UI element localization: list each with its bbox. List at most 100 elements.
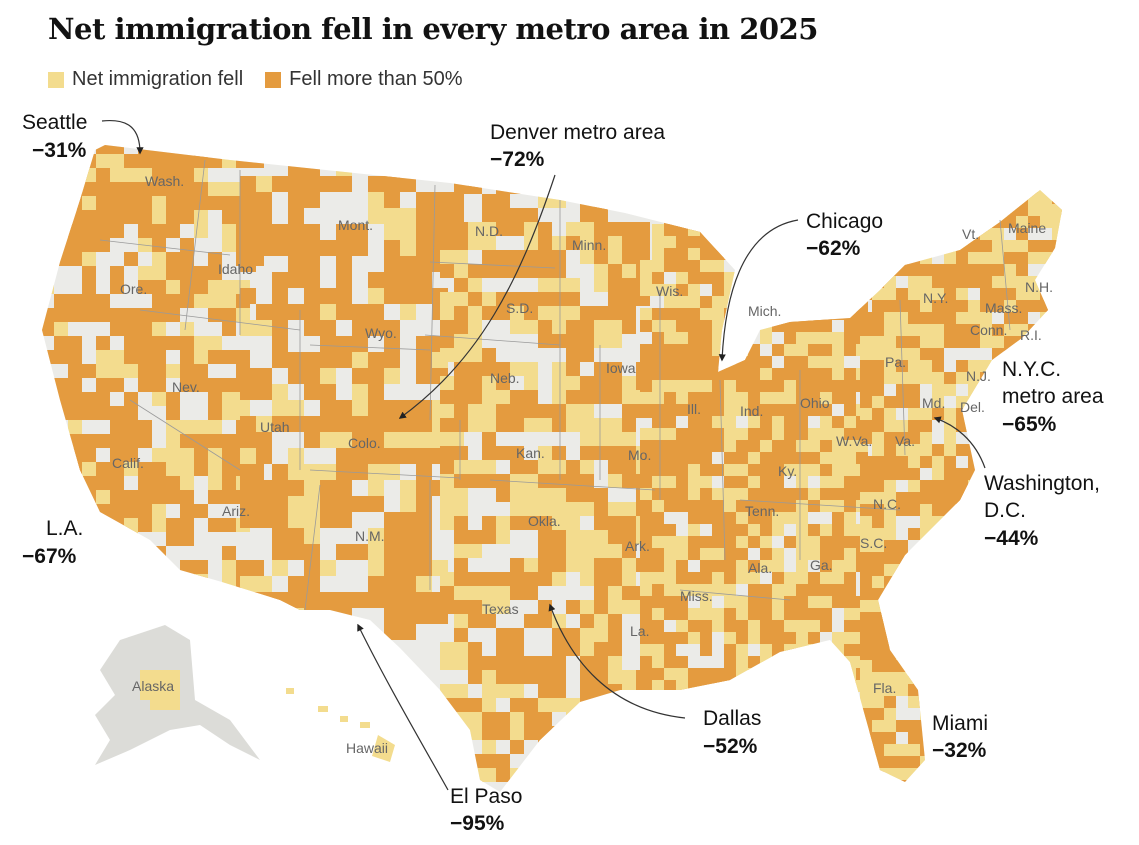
county-patch bbox=[932, 528, 944, 552]
county-patch bbox=[980, 672, 1004, 696]
county-patch bbox=[920, 312, 944, 324]
county-patch bbox=[724, 584, 736, 596]
county-patch bbox=[496, 684, 510, 698]
county-patch bbox=[808, 692, 832, 704]
county-patch bbox=[82, 588, 96, 616]
callout-el-paso-value: −95% bbox=[450, 812, 505, 835]
county-patch bbox=[760, 356, 772, 368]
county-patch bbox=[538, 488, 566, 502]
county-patch bbox=[524, 614, 552, 628]
hawaii-island bbox=[360, 722, 370, 728]
county-patch bbox=[1028, 780, 1052, 792]
county-patch bbox=[510, 586, 538, 600]
county-patch bbox=[688, 512, 700, 524]
county-patch bbox=[932, 336, 944, 348]
state-label: W.Va. bbox=[836, 433, 872, 449]
county-patch bbox=[1040, 600, 1062, 612]
county-patch bbox=[194, 154, 208, 168]
county-patch bbox=[896, 444, 920, 456]
county-patch bbox=[1016, 276, 1028, 288]
county-patch bbox=[54, 378, 82, 392]
county-patch bbox=[872, 504, 884, 516]
county-patch bbox=[992, 696, 1016, 708]
county-patch bbox=[956, 336, 968, 348]
county-patch bbox=[110, 560, 138, 588]
county-patch bbox=[884, 408, 896, 432]
county-patch bbox=[42, 574, 54, 602]
state-label: Fla. bbox=[873, 680, 896, 696]
county-patch bbox=[1040, 684, 1052, 708]
state-label: Mo. bbox=[628, 447, 651, 463]
county-patch bbox=[1028, 612, 1052, 624]
county-patch bbox=[664, 476, 676, 488]
county-patch bbox=[968, 336, 980, 348]
county-patch bbox=[664, 464, 676, 476]
state-label: Iowa bbox=[606, 360, 636, 376]
county-patch bbox=[1016, 780, 1028, 792]
county-patch bbox=[1040, 660, 1052, 684]
state-label: Ala. bbox=[748, 560, 772, 576]
county-patch bbox=[82, 504, 96, 532]
county-patch bbox=[1028, 744, 1040, 768]
county-patch bbox=[992, 648, 1004, 672]
county-patch bbox=[860, 264, 872, 276]
county-patch bbox=[820, 476, 844, 488]
county-patch bbox=[96, 434, 124, 448]
county-patch bbox=[140, 670, 150, 680]
hawaii-island bbox=[340, 716, 348, 722]
county-patch bbox=[538, 726, 566, 740]
county-patch bbox=[336, 448, 352, 480]
county-patch bbox=[138, 364, 166, 378]
county-patch bbox=[724, 200, 748, 224]
county-patch bbox=[760, 284, 772, 296]
county-patch bbox=[676, 560, 688, 572]
county-patch bbox=[622, 376, 636, 404]
state-label: Maine bbox=[1008, 220, 1046, 236]
county-patch bbox=[820, 524, 832, 536]
county-patch bbox=[932, 216, 956, 228]
county-patch bbox=[968, 312, 992, 324]
county-patch bbox=[944, 552, 956, 576]
county-patch bbox=[110, 406, 124, 434]
state-label: Ind. bbox=[740, 403, 763, 419]
county-patch bbox=[566, 404, 594, 432]
arrow-dallas bbox=[548, 603, 686, 719]
callout-nyc-value: −65% bbox=[1002, 413, 1057, 436]
county-patch bbox=[594, 740, 608, 768]
county-patch bbox=[622, 544, 636, 558]
county-patch bbox=[968, 456, 992, 468]
county-patch bbox=[222, 308, 236, 336]
county-patch bbox=[884, 324, 896, 336]
state-label: Mont. bbox=[338, 217, 373, 233]
county-patch bbox=[956, 600, 968, 612]
county-patch bbox=[138, 504, 152, 518]
county-patch bbox=[908, 204, 920, 216]
county-patch bbox=[932, 636, 944, 648]
county-patch bbox=[1064, 228, 1088, 240]
county-patch bbox=[944, 228, 956, 240]
county-patch bbox=[1040, 216, 1052, 228]
county-patch bbox=[992, 564, 1016, 576]
county-patch bbox=[1004, 624, 1016, 636]
county-patch bbox=[580, 544, 594, 572]
county-patch bbox=[772, 524, 784, 536]
county-patch bbox=[968, 684, 992, 696]
county-patch bbox=[784, 272, 808, 284]
county-patch bbox=[896, 780, 920, 792]
legend-item-fell: Net immigration fell bbox=[48, 68, 243, 91]
county-patch bbox=[872, 444, 884, 456]
county-patch bbox=[736, 212, 760, 236]
county-patch bbox=[538, 698, 566, 712]
county-patch bbox=[760, 452, 772, 464]
county-patch bbox=[748, 500, 760, 524]
county-patch bbox=[538, 796, 566, 810]
county-patch bbox=[54, 476, 68, 504]
county-patch bbox=[580, 236, 594, 264]
county-patch bbox=[748, 248, 772, 272]
county-patch bbox=[956, 696, 980, 708]
county-patch bbox=[96, 546, 124, 574]
county-patch bbox=[580, 712, 594, 740]
county-patch bbox=[700, 692, 712, 704]
county-patch bbox=[1064, 216, 1076, 228]
county-patch bbox=[68, 308, 82, 322]
